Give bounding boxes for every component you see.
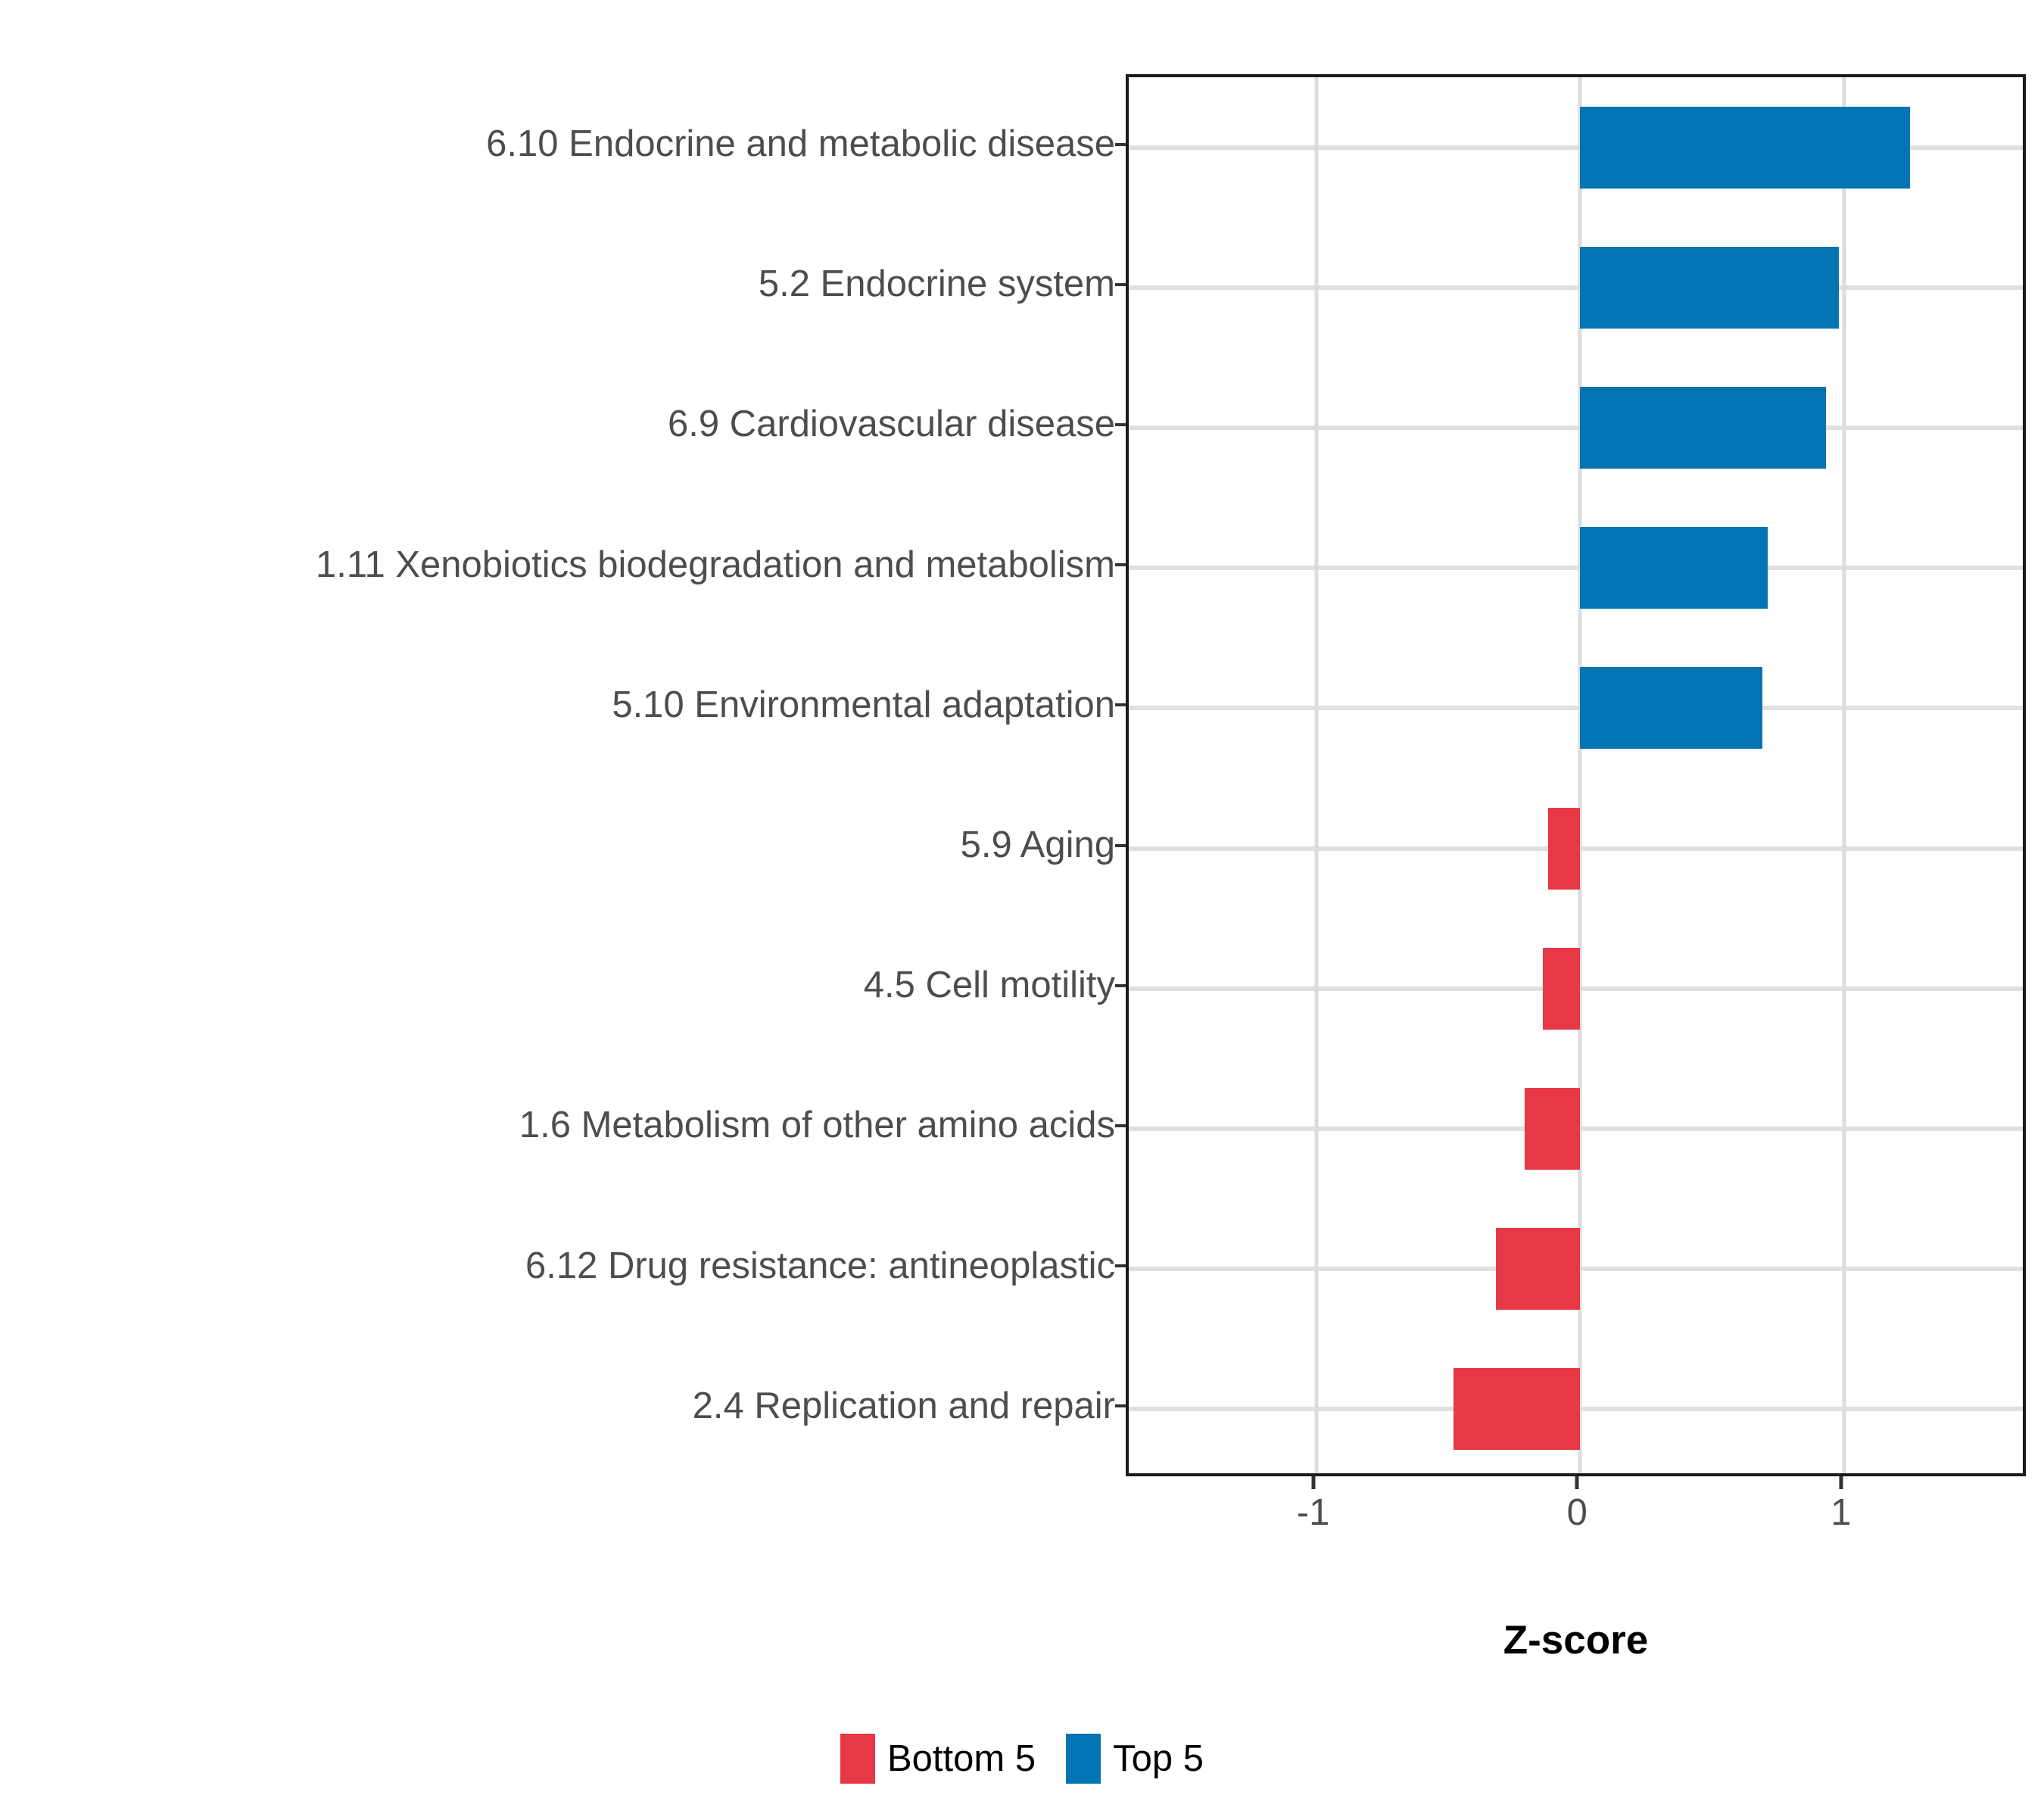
y-axis-tick-mark [1115, 563, 1127, 567]
category-label: 2.4 Replication and repair [692, 1385, 1115, 1426]
x-axis-tick-label: -1 [1296, 1492, 1330, 1533]
y-axis-tick-label: 4.5 Cell motility [0, 915, 1127, 1055]
chart-legend: Bottom 5 Top 5 [0, 1734, 2044, 1784]
horizontal-gridline [1129, 566, 2023, 571]
y-axis-tick-mark [1115, 843, 1127, 847]
legend-item[interactable]: Bottom 5 [840, 1734, 1036, 1784]
y-axis-tick-label: 1.11 Xenobiotics biodegradation and meta… [0, 495, 1127, 635]
category-label: 1.6 Metabolism of other amino acids [519, 1105, 1115, 1146]
y-axis-tick-mark [1115, 422, 1127, 426]
y-axis-tick-mark [1115, 282, 1127, 286]
y-axis-tick-label: 1.6 Metabolism of other amino acids [0, 1055, 1127, 1195]
plot-area [1129, 77, 2023, 1473]
x-axis-tick-mark [1839, 1476, 1843, 1489]
plot-panel [1126, 74, 2026, 1476]
category-label: 5.9 Aging [960, 824, 1115, 866]
bar[interactable] [1580, 246, 1839, 329]
y-axis-tick-label: 2.4 Replication and repair [0, 1336, 1127, 1476]
horizontal-gridline [1129, 425, 2023, 430]
category-label: 6.9 Cardiovascular disease [667, 404, 1115, 445]
legend-label: Top 5 [1113, 1738, 1204, 1779]
x-axis-tick-mark [1311, 1476, 1316, 1489]
category-label: 6.10 Endocrine and metabolic disease [486, 123, 1115, 165]
vertical-gridline [1314, 77, 1319, 1473]
legend-color-swatch [840, 1734, 875, 1784]
y-axis-tick-label: 5.10 Environmental adaptation [0, 635, 1127, 775]
vertical-gridline [1578, 77, 1582, 1473]
category-label: 5.10 Environmental adaptation [612, 684, 1115, 725]
bar[interactable] [1453, 1368, 1581, 1451]
y-axis-category-labels: 6.10 Endocrine and metabolic disease 5.2 … [0, 74, 1127, 1476]
bar[interactable] [1580, 527, 1768, 609]
x-axis-title: Z-score [1503, 1618, 1649, 1663]
y-axis-tick-mark [1115, 142, 1127, 146]
y-axis-tick-mark [1115, 983, 1127, 987]
horizontal-gridline [1129, 285, 2023, 290]
category-label: 4.5 Cell motility [863, 965, 1115, 1006]
bar[interactable] [1495, 1228, 1581, 1311]
bar[interactable] [1580, 387, 1826, 469]
x-axis-tick-mark [1575, 1476, 1579, 1489]
y-axis-tick-mark [1115, 703, 1127, 707]
y-axis-tick-label: 6.10 Endocrine and metabolic disease [0, 74, 1127, 214]
bar[interactable] [1543, 947, 1581, 1030]
x-axis-tick-label: 1 [1831, 1492, 1852, 1533]
legend-color-swatch [1066, 1734, 1101, 1784]
y-axis-tick-mark [1115, 1264, 1127, 1268]
bar[interactable] [1580, 106, 1911, 189]
horizontal-gridline [1129, 145, 2023, 150]
bar[interactable] [1548, 807, 1581, 890]
y-axis-tick-label: 5.9 Aging [0, 775, 1127, 915]
category-label: 5.2 Endocrine system [758, 263, 1115, 305]
x-axis-tick-label: 0 [1566, 1492, 1588, 1533]
y-axis-tick-label: 5.2 Endocrine system [0, 214, 1127, 354]
category-label: 6.12 Drug resistance: antineoplastic [525, 1245, 1115, 1286]
horizontal-gridline [1129, 706, 2023, 711]
category-label: 1.11 Xenobiotics biodegradation and meta… [315, 544, 1115, 585]
bar[interactable] [1525, 1088, 1581, 1170]
bar[interactable] [1580, 667, 1762, 750]
y-axis-tick-label: 6.12 Drug resistance: antineoplastic [0, 1196, 1127, 1336]
vertical-gridline [1842, 77, 1846, 1473]
y-axis-tick-label: 6.9 Cardiovascular disease [0, 354, 1127, 494]
y-axis-tick-mark [1115, 1124, 1127, 1127]
y-axis-tick-mark [1115, 1404, 1127, 1408]
legend-label: Bottom 5 [887, 1738, 1036, 1779]
legend-item[interactable]: Top 5 [1066, 1734, 1204, 1784]
x-axis: -1 0 1 [1126, 1476, 2026, 1575]
